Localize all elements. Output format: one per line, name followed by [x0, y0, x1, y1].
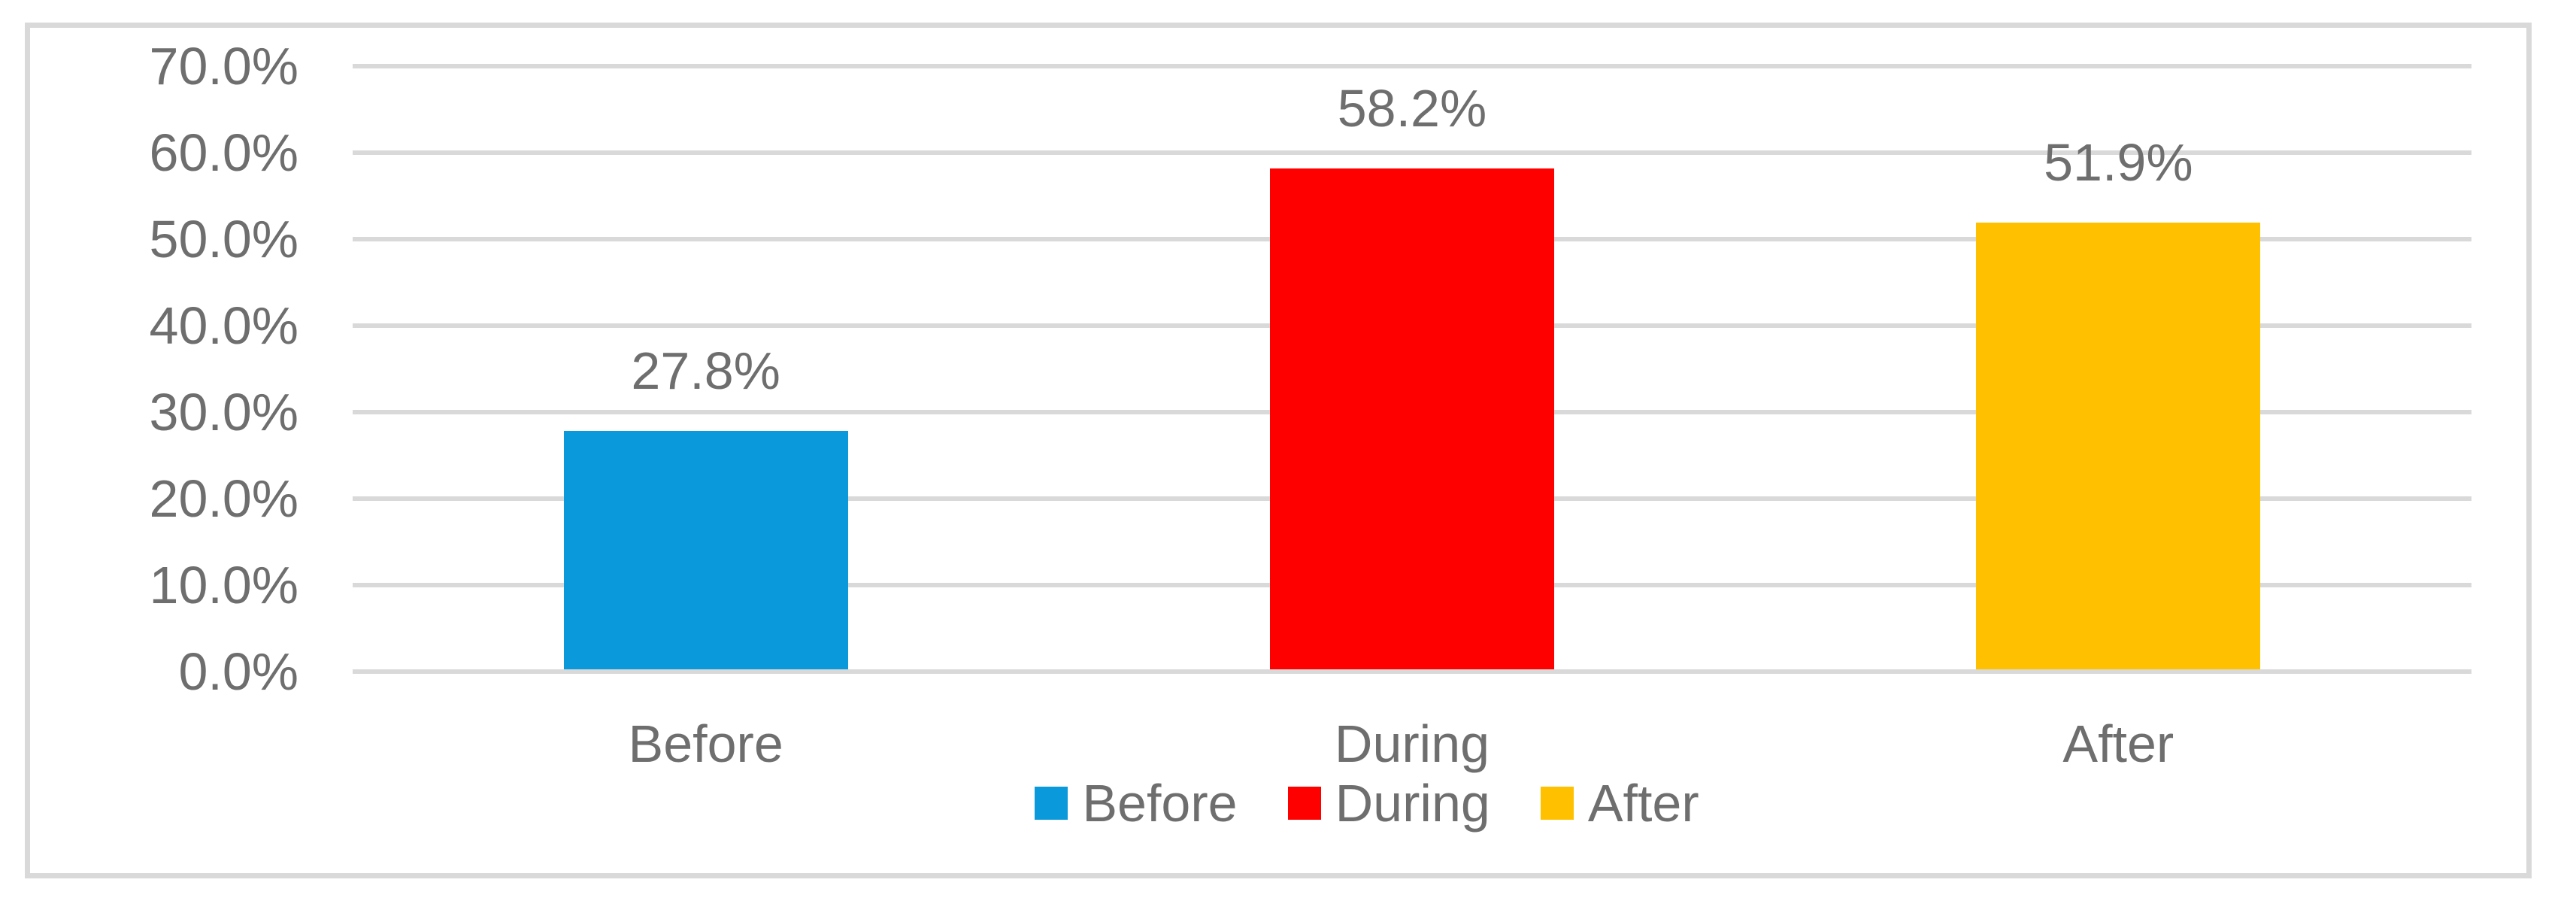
legend-label: After — [1587, 774, 1699, 833]
x-category-label: After — [2062, 714, 2174, 773]
chart-legend: Before During After — [308, 773, 2426, 833]
y-tick-label: 10.0% — [149, 556, 299, 614]
x-category-label: During — [1334, 714, 1490, 773]
y-tick-label: 50.0% — [149, 210, 299, 268]
bar-value-label: 58.2% — [1337, 78, 1487, 138]
y-tick-label: 40.0% — [149, 296, 299, 355]
bar-value-label: 27.8% — [631, 341, 780, 401]
bar-after — [1976, 223, 2261, 669]
gridline — [353, 669, 2471, 674]
gridline — [353, 64, 2471, 68]
legend-label: Before — [1082, 774, 1238, 833]
legend-swatch-icon — [1540, 787, 1574, 820]
legend-item-after: After — [1540, 773, 1699, 833]
y-tick-label: 20.0% — [149, 469, 299, 528]
gridline — [353, 150, 2471, 155]
legend-item-before: Before — [1035, 773, 1238, 833]
bar-before — [563, 431, 848, 669]
legend-item-during: During — [1287, 773, 1490, 833]
y-tick-label: 70.0% — [149, 37, 299, 96]
legend-swatch-icon — [1287, 787, 1321, 820]
x-category-label: Before — [628, 714, 783, 773]
bar-during — [1270, 168, 1554, 669]
bar-value-label: 51.9% — [2044, 133, 2193, 193]
y-tick-label: 0.0% — [178, 642, 299, 701]
y-tick-label: 60.0% — [149, 123, 299, 182]
legend-label: During — [1335, 774, 1490, 833]
legend-swatch-icon — [1035, 787, 1068, 820]
y-tick-label: 30.0% — [149, 383, 299, 441]
